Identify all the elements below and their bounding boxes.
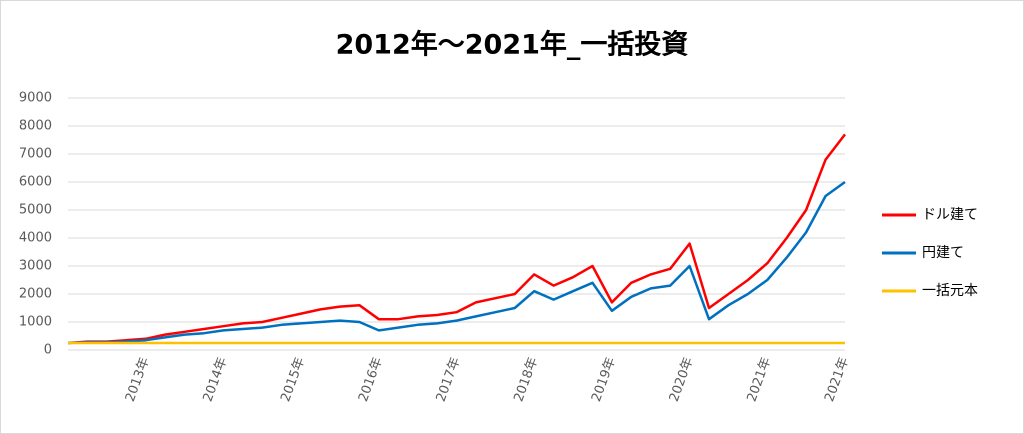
legend-label: 円建て	[922, 245, 964, 261]
y-tick-label: 5000	[19, 203, 52, 218]
y-tick-label: 0	[44, 343, 52, 358]
y-tick-label: 6000	[19, 175, 52, 190]
legend-label: ドル建て	[922, 207, 978, 223]
y-tick-label: 3000	[19, 259, 52, 274]
y-tick-label: 4000	[19, 231, 52, 246]
y-tick-label: 1000	[19, 315, 52, 330]
y-tick-label: 7000	[19, 147, 52, 162]
y-tick-label: 8000	[19, 119, 52, 134]
chart-title: 2012年〜2021年_一括投資	[336, 29, 689, 61]
legend-label: 一括元本	[922, 283, 978, 299]
y-tick-label: 2000	[19, 287, 52, 302]
series-line	[67, 180, 846, 345]
series-line	[67, 133, 846, 345]
y-tick-label: 9000	[19, 91, 52, 106]
